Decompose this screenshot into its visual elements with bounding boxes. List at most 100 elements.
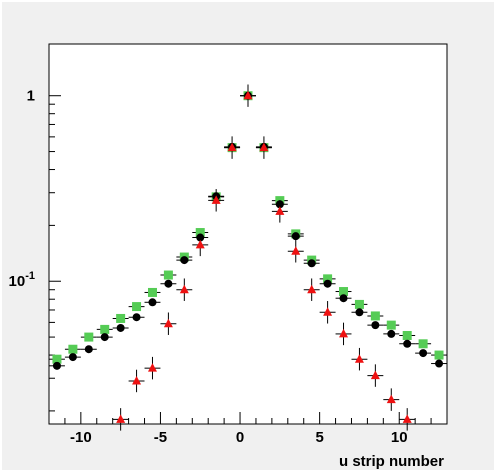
square-marker (84, 332, 94, 342)
data-point (335, 294, 352, 303)
triangle-marker (307, 284, 317, 294)
data-point (112, 313, 129, 323)
triangle-marker (243, 90, 253, 100)
triangle-marker (339, 328, 349, 338)
data-point (49, 354, 65, 364)
circle-marker (132, 313, 141, 322)
circle-marker (403, 339, 412, 348)
data-point (319, 274, 336, 284)
square-marker (418, 339, 428, 349)
square-marker (195, 228, 205, 238)
x-tick-label: -10 (70, 429, 92, 446)
circle-marker (323, 279, 332, 288)
square-marker (370, 311, 380, 321)
triangle-marker (116, 414, 126, 423)
data-point (192, 228, 209, 238)
circle-marker (52, 361, 61, 370)
data-point (303, 259, 320, 268)
triangle-marker (402, 414, 412, 423)
data-point (144, 356, 161, 380)
circle-marker (435, 359, 444, 368)
data-point (383, 329, 400, 338)
square-marker (386, 320, 396, 330)
triangle-marker (386, 394, 396, 404)
x-tick-label: -5 (154, 429, 167, 446)
square-marker (402, 330, 412, 340)
data-point (383, 388, 400, 411)
circle-marker (371, 321, 380, 330)
data-point (240, 84, 256, 107)
series-triangle (112, 84, 416, 431)
data-point (64, 353, 81, 362)
data-point (287, 240, 304, 263)
triangle-marker (227, 142, 237, 152)
data-point (287, 232, 304, 241)
data-point (144, 298, 161, 307)
circle-marker (68, 353, 77, 362)
circle-marker (148, 298, 157, 307)
data-point (144, 287, 161, 297)
data-point (224, 136, 241, 159)
data-point (367, 311, 384, 321)
square-marker (100, 324, 110, 334)
triangle-marker (370, 370, 380, 380)
data-point (399, 330, 416, 340)
square-marker (339, 287, 349, 297)
data-point (351, 299, 368, 309)
square-marker (68, 344, 78, 354)
data-point (96, 324, 113, 334)
data-point (49, 361, 65, 370)
circle-marker (355, 308, 364, 317)
data-point (431, 359, 447, 368)
circle-marker (180, 256, 189, 265)
x-axis: -10 -5 0 5 10 (48, 412, 448, 446)
data-point (176, 278, 193, 301)
y-tick-label: 1 (27, 88, 35, 105)
data-point (112, 323, 129, 332)
square-marker (323, 274, 333, 284)
triangle-marker (291, 246, 301, 255)
data-series (49, 84, 447, 431)
triangle-marker (179, 284, 189, 294)
data-point (383, 320, 400, 330)
data-point (319, 279, 336, 288)
data-point (112, 408, 129, 431)
square-marker (116, 313, 126, 323)
data-point (319, 301, 336, 324)
x-tick-label: 10 (391, 429, 408, 446)
triangle-marker (211, 195, 221, 204)
data-point (415, 349, 432, 358)
data-point (335, 322, 352, 346)
square-marker (354, 299, 364, 309)
data-point (431, 350, 447, 360)
triangle-marker (132, 375, 142, 385)
data-point (64, 344, 81, 354)
triangle-marker (323, 307, 333, 316)
data-point (128, 313, 145, 322)
x-tick-label: 5 (315, 429, 323, 446)
data-point (335, 287, 352, 297)
data-point (303, 278, 320, 301)
square-marker (163, 270, 173, 280)
data-point (367, 364, 384, 387)
x-axis-title: u strip number (339, 453, 444, 470)
triangle-marker (163, 318, 173, 328)
triangle-marker (147, 363, 157, 372)
circle-marker (291, 232, 300, 241)
circle-marker (339, 294, 348, 303)
triangle-marker (275, 206, 285, 215)
data-point (80, 332, 97, 342)
data-point (192, 233, 209, 257)
data-point (128, 302, 145, 312)
circle-marker (419, 349, 428, 358)
triangle-marker (195, 239, 205, 249)
data-point (160, 279, 177, 288)
circle-marker (100, 333, 109, 342)
triangle-marker (259, 142, 269, 152)
data-point (415, 339, 432, 349)
data-point (128, 369, 145, 393)
square-marker (147, 287, 157, 297)
circle-marker (164, 279, 173, 288)
